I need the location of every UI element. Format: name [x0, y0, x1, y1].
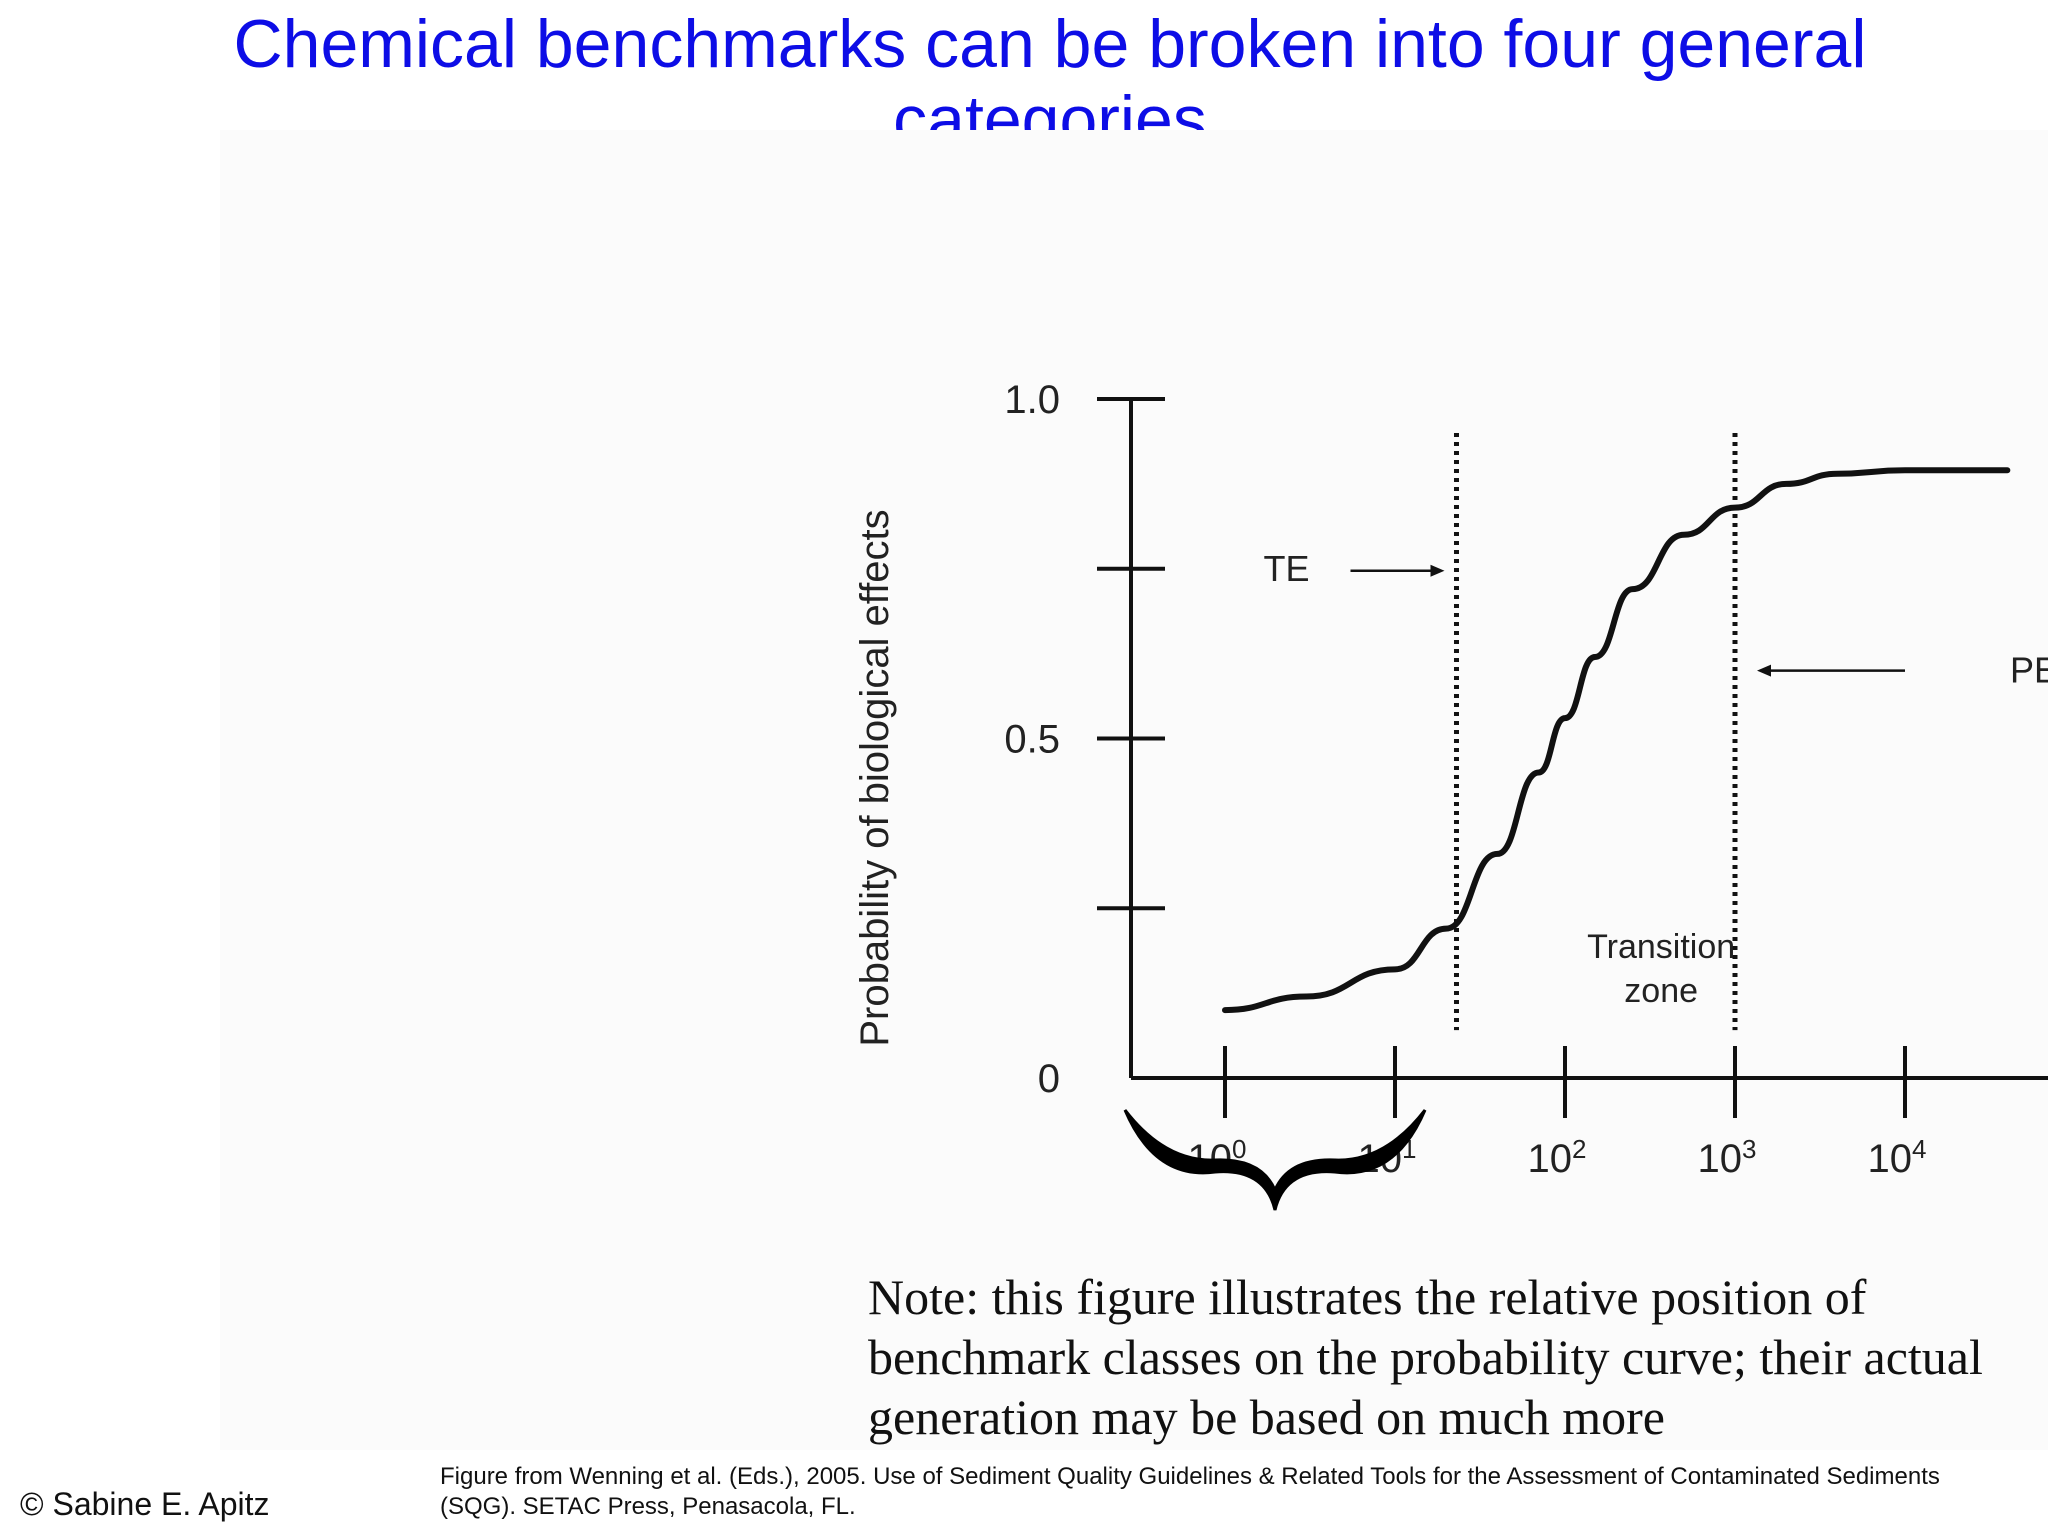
pe-arrowhead: [1757, 664, 1771, 677]
chart-axes: [1097, 397, 2048, 1118]
y-axis-label: Probability of biological effects: [853, 509, 897, 1046]
y-tick-label: 1.0: [1004, 378, 1060, 422]
transition-zone-label: Transition: [1587, 928, 1735, 966]
te-arrowhead: [1430, 564, 1445, 577]
figure-citation: Figure from Wenning et al. (Eds.), 2005.…: [440, 1463, 1940, 1520]
reference-lines: [1350, 432, 1905, 1031]
figure-note: Note: this figure illustrates the relati…: [868, 1269, 1983, 1445]
transition-zone-label: zone: [1624, 972, 1698, 1010]
te-label: TE: [1263, 548, 1309, 589]
slide-title: Chemical benchmarks can be broken into f…: [233, 6, 1867, 158]
labels-layer: 0 0.5 1.0 Probability of biological effects…: [853, 378, 2048, 1211]
x-tick-label: 102: [1528, 1134, 1587, 1181]
x-tick-label: 103: [1698, 1134, 1757, 1181]
y-tick-label: 0.5: [1004, 718, 1060, 762]
x-tick-label: 104: [1868, 1134, 1927, 1181]
chart-svg: 0 0.5 1.0 Probability of biological effects…: [853, 378, 2048, 1211]
bracket-brace: [1123, 1109, 1427, 1211]
probability-curve: [1222, 467, 2011, 1014]
series-layer: [1222, 467, 2011, 1014]
chart-area: 0 0.5 1.0 Probability of biological effects…: [220, 130, 2048, 1450]
y-tick-label: 0: [1038, 1057, 1060, 1101]
copyright-notice: © Sabine E. Apitz: [20, 1486, 270, 1522]
pe-label: PE: [2010, 650, 2048, 691]
